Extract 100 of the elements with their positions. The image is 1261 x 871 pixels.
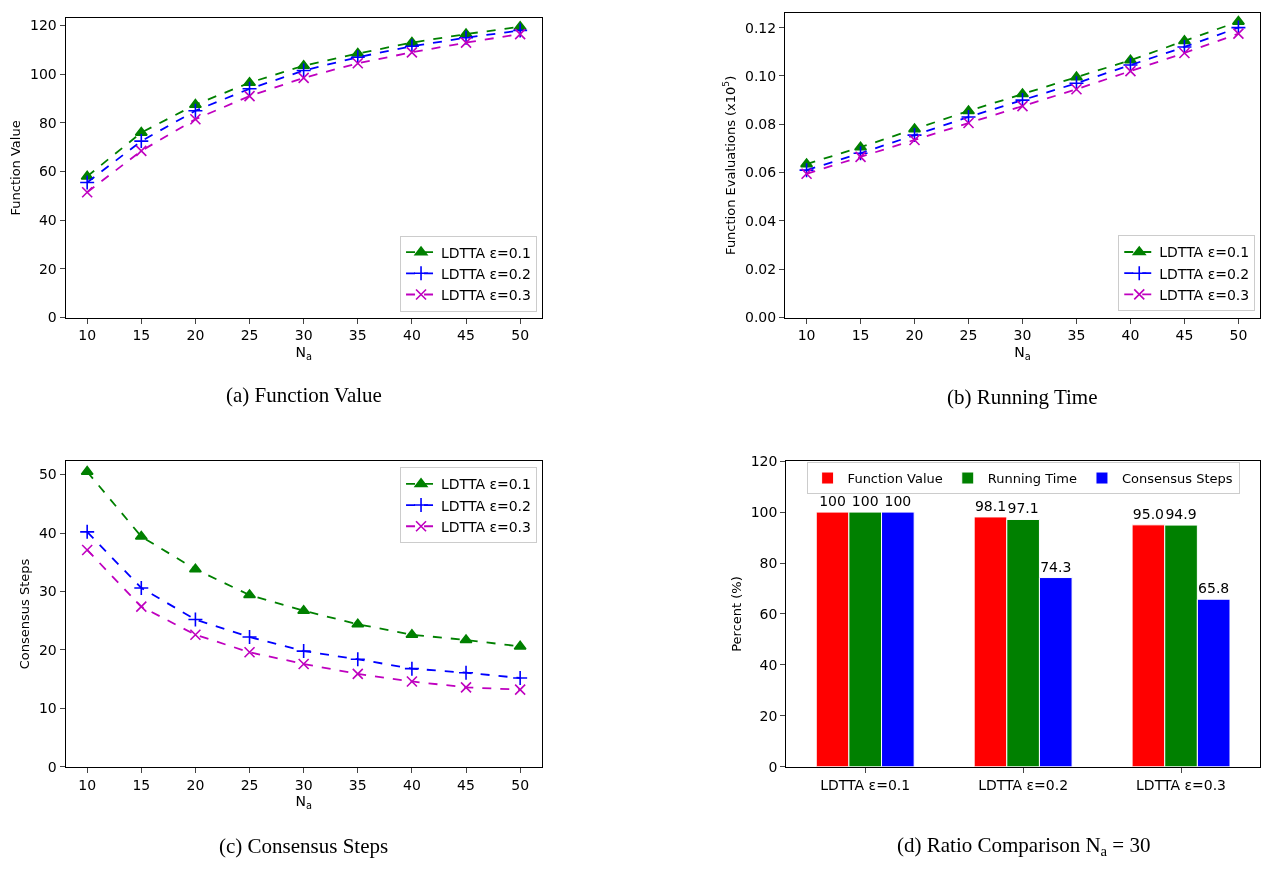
point	[297, 604, 311, 615]
point	[295, 62, 312, 79]
y-tick-label: 60	[759, 605, 778, 622]
y-tick-label: 0.02	[745, 261, 777, 278]
point	[1178, 47, 1191, 59]
x-tick-label: 15	[851, 327, 870, 344]
legend-label: LDTTA ε=0.3	[441, 286, 531, 303]
y-tick-label: 30	[38, 583, 57, 600]
x-tick-label: 45	[457, 776, 475, 793]
point	[458, 29, 474, 46]
x-tick-label: 30	[294, 776, 313, 793]
point	[81, 544, 93, 556]
point	[187, 611, 204, 628]
y-tick-label: 80	[759, 554, 778, 571]
x-tick-label: 15	[132, 776, 151, 793]
x-tick-label: 25	[240, 776, 259, 793]
x-axis-title: N$_{a}$	[295, 343, 312, 362]
x-tick-label: 20	[905, 327, 924, 344]
y-axis-title: Function Value	[7, 120, 23, 216]
x-tick-label: 10	[78, 327, 97, 344]
data-label: 98.1	[974, 497, 1007, 514]
x-tick-label: 25	[959, 327, 978, 344]
point	[1122, 57, 1139, 73]
x-tick-label: 40	[403, 776, 421, 793]
point	[79, 524, 95, 540]
point	[852, 145, 869, 162]
point	[800, 167, 813, 180]
point	[243, 90, 256, 102]
x-tick-label: LDTTA ε=0.2	[978, 776, 1069, 793]
y-tick-label: 20	[38, 260, 57, 277]
point	[512, 22, 528, 39]
legend-label: LDTTA ε=0.3	[441, 518, 531, 535]
point	[459, 634, 473, 644]
point	[1014, 92, 1031, 108]
legend-label: LDTTA ε=0.1	[441, 244, 531, 261]
point	[297, 72, 310, 84]
x-tick-label: 40	[1121, 327, 1140, 344]
point	[406, 675, 418, 688]
point	[406, 46, 418, 59]
x-tick-label: 35	[348, 327, 367, 344]
y-tick-label: 0.04	[745, 212, 777, 229]
x-tick-label: 15	[132, 327, 151, 344]
x-tick-label: 20	[186, 327, 205, 344]
y-tick-label: 0	[47, 309, 57, 326]
point	[134, 530, 148, 540]
legend-label: LDTTA ε=0.2	[1159, 265, 1250, 282]
y-tick-label: 0	[47, 758, 57, 775]
point	[297, 658, 310, 670]
legend-label: LDTTA ε=0.1	[1159, 244, 1250, 261]
x-tick-label: 35	[1067, 327, 1086, 344]
point	[242, 76, 257, 87]
x-tick-label: 30	[1013, 327, 1032, 344]
point	[514, 28, 526, 40]
x-tick-label: 50	[511, 776, 530, 793]
y-tick-label: 0.10	[745, 67, 777, 84]
point	[1016, 100, 1029, 112]
point	[241, 81, 258, 97]
point	[798, 162, 815, 178]
x-tick-label: LDTTA ε=0.3	[1136, 776, 1227, 793]
point	[351, 668, 364, 680]
data-label: 74.3	[1040, 558, 1072, 575]
legend-label: Running Time	[987, 471, 1077, 487]
x-axis-title: N$_{a}$	[295, 792, 312, 811]
point	[460, 681, 472, 694]
y-tick-label: 0.12	[745, 19, 777, 36]
x-tick-label: 20	[186, 776, 205, 793]
x-tick-label: 25	[240, 327, 259, 344]
point	[854, 151, 867, 163]
y-axis-title: Percent (%)	[728, 576, 744, 652]
data-label: 95.0	[1132, 505, 1164, 522]
point	[514, 683, 526, 696]
y-tick-label: 20	[759, 707, 778, 724]
point	[906, 127, 923, 143]
point	[405, 628, 419, 639]
legend-label: LDTTA ε=0.3	[1159, 286, 1250, 303]
text: (d) Ratio Comparison N$_{a}$ = 30	[897, 833, 1151, 860]
x-tick-label: 40	[403, 327, 421, 344]
legend-label: LDTTA ε=0.1	[441, 476, 531, 493]
text: (c) Consensus Steps	[219, 834, 389, 858]
point	[133, 133, 150, 149]
point	[800, 158, 814, 168]
x-tick-label: 50	[1229, 327, 1248, 344]
y-tick-label: 60	[38, 163, 57, 180]
point	[188, 563, 202, 573]
point	[962, 117, 975, 129]
point	[404, 660, 420, 677]
data-label: 65.8	[1198, 580, 1230, 597]
point	[513, 640, 527, 650]
y-axis-title: Consensus Steps	[16, 558, 32, 670]
y-tick-label: 120	[750, 453, 778, 470]
point	[134, 126, 148, 136]
y-tick-label: 40	[759, 656, 778, 673]
y-tick-label: 40	[38, 524, 57, 541]
x-tick-label: LDTTA ε=0.1	[820, 776, 911, 793]
x-axis-title: N$_{a}$	[1014, 343, 1031, 362]
point	[1177, 35, 1191, 45]
y-tick-label: 100	[750, 503, 778, 520]
point	[81, 186, 93, 199]
legend-label: LDTTA ε=0.2	[441, 497, 531, 514]
point	[295, 643, 312, 659]
